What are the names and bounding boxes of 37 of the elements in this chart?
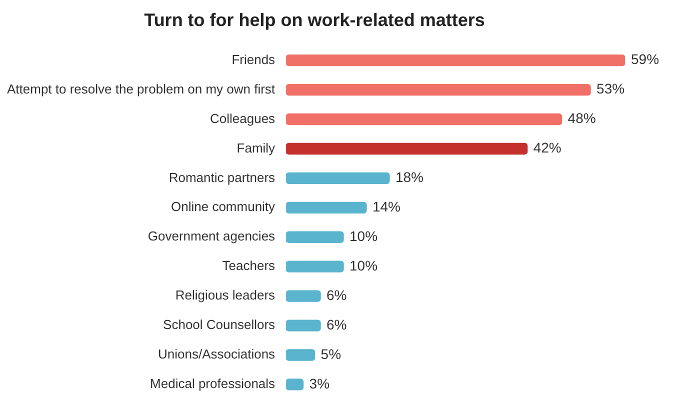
bar [286,202,367,214]
data-label: 18% [395,169,424,186]
bar [286,349,316,361]
data-label: 14% [372,198,401,215]
bar [286,113,562,126]
y-tick-label: Online community [171,199,276,214]
data-label: 42% [533,140,562,156]
y-tick-label: Attempt to resolve the problem on my own first [6,81,276,96]
y-tick-label: School Counsellors [163,317,276,332]
data-label: 5% [320,346,342,362]
chart-title: Turn to for help on work-related matters [144,10,485,30]
data-label: 10% [350,257,378,274]
bar [286,54,625,66]
bar [286,142,528,155]
data-label: 6% [326,286,347,303]
y-tick-label: Unions/Associations [158,346,276,362]
data-label: 48% [568,110,596,126]
bar [286,378,304,390]
y-tick-label: Medical professionals [150,376,276,392]
bar [286,172,390,184]
y-tick-label: Friends [232,52,276,67]
bar [286,260,344,272]
y-tick-label: Family [236,140,276,156]
data-label: 10% [350,228,378,244]
data-label: 53% [596,80,625,97]
bar [286,320,321,332]
data-label: 6% [326,316,347,332]
bar [286,231,344,243]
y-tick-label: Romantic partners [168,170,276,185]
data-label: 59% [631,51,660,68]
y-tick-label: Government agencies [148,228,276,244]
bar [286,84,591,96]
y-tick-label: Teachers [222,258,276,274]
y-tick-label: Colleagues [210,110,276,126]
bar [286,290,321,302]
y-tick-label: Religious leaders [175,288,276,303]
data-label: 3% [309,375,330,392]
